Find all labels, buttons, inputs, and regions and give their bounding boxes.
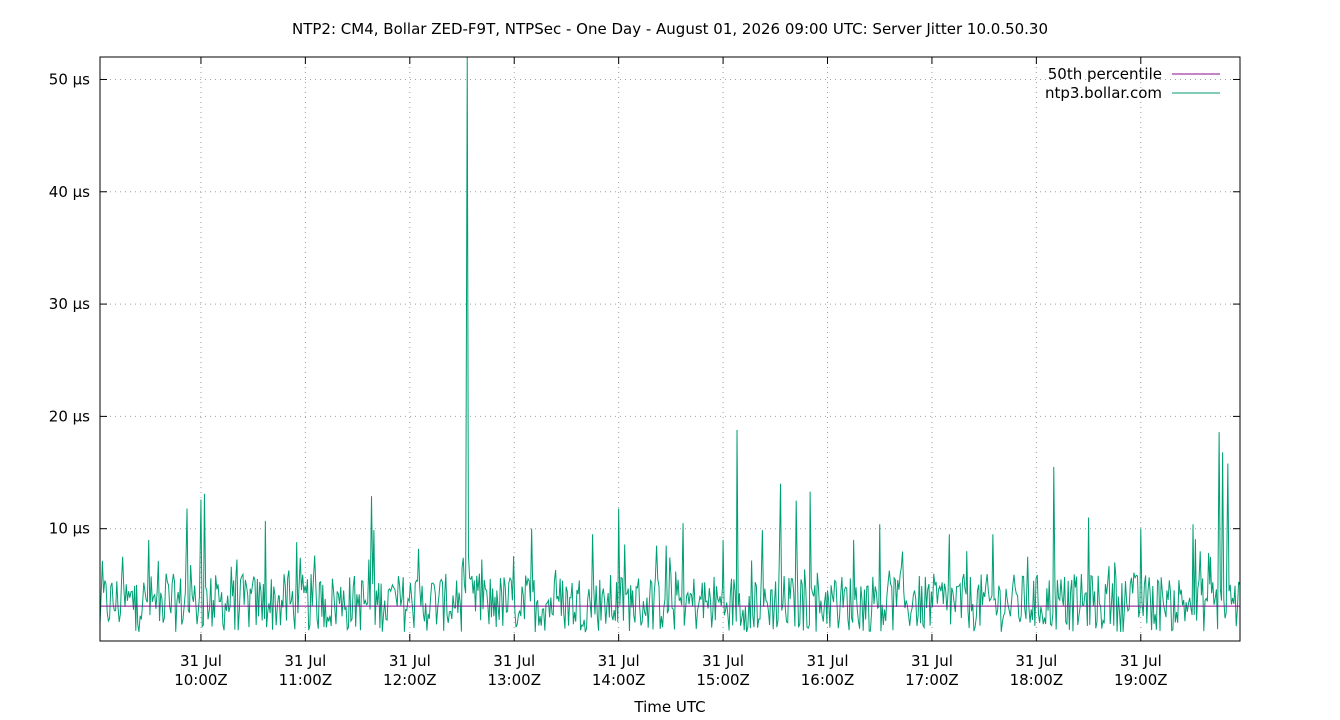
x-tick-date-label: 31 Jul (284, 652, 326, 670)
x-tick-date-label: 31 Jul (1015, 652, 1057, 670)
y-tick-label: 30 µs (49, 295, 90, 313)
x-tick-date-label: 31 Jul (911, 652, 953, 670)
legend-label: ntp3.bollar.com (1045, 84, 1162, 102)
x-tick-time-label: 18:00Z (1010, 671, 1064, 689)
x-tick-date-label: 31 Jul (1120, 652, 1162, 670)
x-axis-label: Time UTC (633, 698, 705, 716)
x-tick-time-label: 14:00Z (592, 671, 646, 689)
series-layer (100, 57, 1240, 633)
x-tick-date-label: 31 Jul (807, 652, 849, 670)
x-tick-time-label: 15:00Z (696, 671, 750, 689)
x-tick-date-label: 31 Jul (598, 652, 640, 670)
x-tick-time-label: 11:00Z (279, 671, 333, 689)
grid (100, 57, 1240, 641)
y-tick-label: 40 µs (49, 183, 90, 201)
legend-label: 50th percentile (1048, 65, 1162, 83)
x-tick-time-label: 13:00Z (487, 671, 541, 689)
y-tick-label: 20 µs (49, 407, 90, 425)
chart-title: NTP2: CM4, Bollar ZED-F9T, NTPSec - One … (292, 20, 1048, 38)
x-tick-date-label: 31 Jul (493, 652, 535, 670)
x-tick-time-label: 12:00Z (383, 671, 437, 689)
x-tick-date-label: 31 Jul (180, 652, 222, 670)
x-tick-time-label: 16:00Z (801, 671, 855, 689)
x-tick-time-label: 17:00Z (905, 671, 959, 689)
x-tick-date-label: 31 Jul (389, 652, 431, 670)
y-tick-label: 10 µs (49, 520, 90, 538)
x-tick-date-label: 31 Jul (702, 652, 744, 670)
x-tick-time-label: 10:00Z (174, 671, 228, 689)
x-tick-time-label: 19:00Z (1114, 671, 1168, 689)
y-tick-label: 50 µs (49, 70, 90, 88)
series-line-ntp3 (100, 57, 1240, 633)
plot-frame (99, 56, 1241, 642)
